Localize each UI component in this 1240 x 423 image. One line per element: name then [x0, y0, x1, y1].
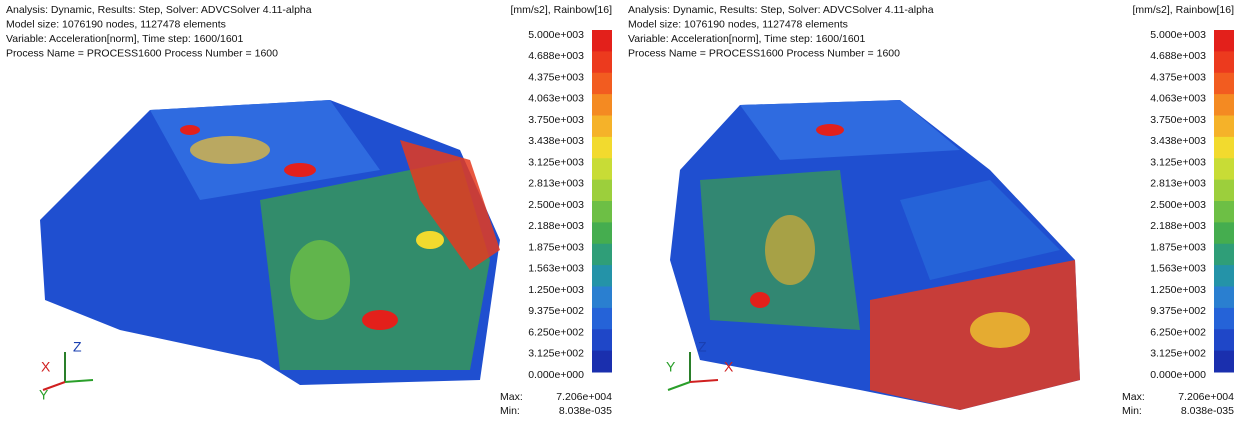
legend-swatch	[1214, 244, 1234, 266]
max-value: 7.206e+004	[556, 391, 612, 403]
legend-swatch	[592, 73, 612, 95]
legend-swatch	[592, 244, 612, 266]
axis-label: X	[41, 359, 51, 375]
legend-swatch	[592, 308, 612, 330]
legend-label: 3.750e+003	[1150, 114, 1206, 126]
legend-swatch	[1214, 265, 1234, 287]
axis-label: Y	[666, 359, 676, 375]
legend-swatch	[592, 94, 612, 116]
min-label: Min:	[1122, 405, 1142, 417]
car-left	[40, 100, 500, 385]
legend-label: 3.438e+003	[528, 135, 584, 147]
legend-label: 4.375e+003	[528, 71, 584, 83]
legend-label: 9.375e+002	[528, 305, 584, 317]
legend-label: 1.563e+003	[528, 263, 584, 275]
legend-label: 2.813e+003	[1150, 178, 1206, 190]
legend-swatch	[1214, 158, 1234, 180]
axis-right	[690, 380, 718, 382]
legend-label: 4.063e+003	[528, 93, 584, 105]
header-line: Variable: Acceleration[norm], Time step:…	[628, 33, 866, 45]
max-label: Max:	[500, 391, 523, 403]
legend-swatch	[592, 201, 612, 223]
legend-label: 3.125e+003	[528, 156, 584, 168]
legend-swatch	[592, 265, 612, 287]
legend-label: 2.500e+003	[528, 199, 584, 211]
legend-label: 0.000e+000	[1150, 369, 1206, 381]
legend-swatch	[592, 51, 612, 73]
legend-swatch	[1214, 116, 1234, 138]
header-line: Analysis: Dynamic, Results: Step, Solver…	[6, 4, 312, 16]
legend-label: 1.250e+003	[528, 284, 584, 296]
legend-label: 1.875e+003	[1150, 241, 1206, 253]
legend-swatch	[592, 137, 612, 159]
axis-left	[668, 382, 690, 390]
header-line: Process Name = PROCESS1600 Process Numbe…	[628, 47, 900, 59]
max-value: 7.206e+004	[1178, 391, 1234, 403]
legend-swatch	[592, 222, 612, 244]
legend-swatch	[592, 287, 612, 309]
legend-label: 6.250e+002	[1150, 326, 1206, 338]
screenshot: Analysis: Dynamic, Results: Step, Solver…	[0, 0, 1240, 423]
legend-label: 0.000e+000	[528, 369, 584, 381]
header-line: Model size: 1076190 nodes, 1127478 eleme…	[6, 18, 226, 30]
legend-swatch	[592, 158, 612, 180]
legend-swatch	[1214, 30, 1234, 52]
header-line: Analysis: Dynamic, Results: Step, Solver…	[628, 4, 934, 16]
min-value: 8.038e-035	[1181, 405, 1234, 417]
max-label: Max:	[1122, 391, 1145, 403]
legend-label: 5.000e+003	[1150, 29, 1206, 41]
legend-swatch	[592, 180, 612, 202]
legend-label: 3.125e+002	[1150, 348, 1206, 360]
legend-label: 3.125e+002	[528, 348, 584, 360]
legend-swatch	[1214, 201, 1234, 223]
legend-label: 2.188e+003	[528, 220, 584, 232]
legend-swatch	[1214, 351, 1234, 373]
legend-swatch	[1214, 287, 1234, 309]
legend-swatch	[1214, 308, 1234, 330]
min-value: 8.038e-035	[559, 405, 612, 417]
legend-label: 1.563e+003	[1150, 263, 1206, 275]
header-line: Process Name = PROCESS1600 Process Numbe…	[6, 47, 278, 59]
legend-swatch	[1214, 329, 1234, 351]
legend-unit: [mm/s2], Rainbow[16]	[1132, 4, 1234, 16]
legend-swatch	[1214, 51, 1234, 73]
legend-label: 2.813e+003	[528, 178, 584, 190]
legend-label: 1.875e+003	[528, 241, 584, 253]
legend-swatch	[592, 351, 612, 373]
min-label: Min:	[500, 405, 520, 417]
legend-swatch	[592, 30, 612, 52]
legend-label: 4.688e+003	[528, 50, 584, 62]
legend-swatch	[1214, 222, 1234, 244]
header-line: Model size: 1076190 nodes, 1127478 eleme…	[628, 18, 848, 30]
legend-label: 4.063e+003	[1150, 93, 1206, 105]
legend-swatch	[1214, 137, 1234, 159]
axis-label: Z	[73, 339, 82, 355]
legend-label: 6.250e+002	[528, 326, 584, 338]
legend-swatch	[1214, 180, 1234, 202]
legend-swatch	[592, 116, 612, 138]
axis-label: Y	[39, 387, 49, 403]
legend-label: 9.375e+002	[1150, 305, 1206, 317]
legend-label: 4.375e+003	[1150, 71, 1206, 83]
legend-label: 1.250e+003	[1150, 284, 1206, 296]
legend-label: 5.000e+003	[528, 29, 584, 41]
legend-swatch	[1214, 94, 1234, 116]
legend-label: 2.188e+003	[1150, 220, 1206, 232]
header-line: Variable: Acceleration[norm], Time step:…	[6, 33, 244, 45]
legend-label: 3.125e+003	[1150, 156, 1206, 168]
legend-swatch	[592, 329, 612, 351]
legend-label: 3.438e+003	[1150, 135, 1206, 147]
axis-label: X	[724, 359, 734, 375]
legend-label: 2.500e+003	[1150, 199, 1206, 211]
legend-unit: [mm/s2], Rainbow[16]	[510, 4, 612, 16]
legend-label: 3.750e+003	[528, 114, 584, 126]
legend-label: 4.688e+003	[1150, 50, 1206, 62]
legend-swatch	[1214, 73, 1234, 95]
axis-label: Z	[698, 339, 707, 355]
axis-right	[65, 380, 93, 382]
